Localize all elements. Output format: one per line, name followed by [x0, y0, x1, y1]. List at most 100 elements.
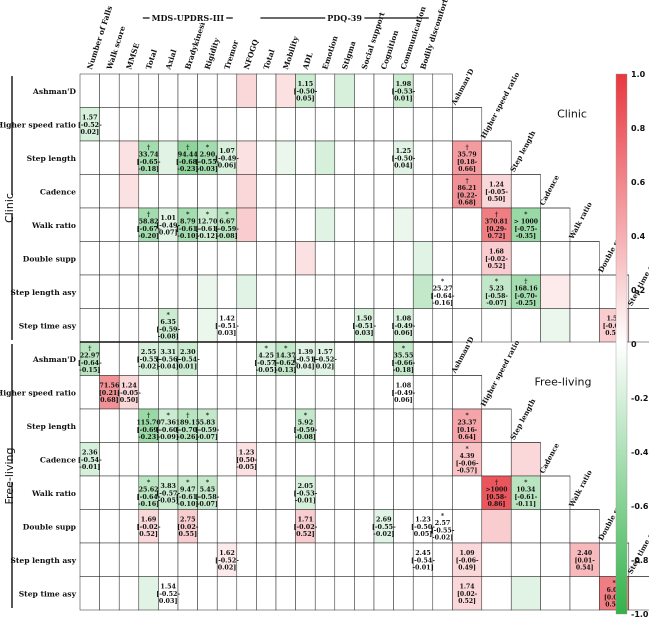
heatmap-cell — [295, 241, 316, 276]
heatmap-cell — [354, 375, 375, 410]
heatmap-cell — [354, 73, 375, 108]
cell-annotation: [-0.52- — [156, 590, 180, 598]
heatmap-cell — [177, 308, 198, 343]
cell-annotation: -0.03] — [197, 165, 218, 173]
cell-annotation: 0.05] — [414, 530, 433, 538]
cell-annotation: * — [265, 344, 269, 352]
heatmap-cell — [158, 274, 179, 309]
heatmap-cell — [393, 107, 414, 142]
cell-annotation: 0.03] — [218, 329, 237, 337]
cell-annotation: -0.01] — [79, 463, 100, 471]
cell-annotation: 0.50] — [120, 396, 139, 404]
cell-annotation: [-0.05- — [117, 389, 141, 397]
cell-annotation: [-0.51- — [293, 355, 317, 363]
cell-annotation: [-0.56- — [156, 355, 180, 363]
heatmap-cell — [236, 576, 257, 611]
column-label: Cognition — [379, 29, 400, 71]
heatmap-cell — [334, 207, 355, 242]
triangle-cell — [540, 241, 571, 276]
cell-annotation: 0.55] — [179, 530, 198, 538]
heatmap-cell — [138, 107, 159, 142]
heatmap-cell — [216, 241, 238, 276]
heatmap-cell — [334, 542, 355, 577]
heatmap-cell — [275, 576, 296, 611]
heatmap-cell — [138, 442, 159, 477]
cell-annotation: 1.98 — [396, 80, 412, 88]
cell-annotation: 1.23 — [239, 449, 255, 457]
triangle-annotation: * — [495, 278, 499, 285]
heatmap-cell — [334, 107, 355, 142]
triangle-cell — [540, 509, 571, 544]
cell-annotation: 2.45 — [415, 549, 431, 557]
triangle-annotation: 1.58 — [607, 316, 622, 323]
triangle-annotation: 1.74 — [460, 584, 475, 591]
cell-annotation: * — [167, 411, 171, 419]
cell-annotation: [-0.59- — [195, 426, 219, 434]
cell-annotation: 35.55 — [393, 352, 413, 360]
triangle-annotation: 1.68 — [489, 249, 504, 256]
heatmap-cell — [354, 140, 375, 175]
triangle-annotation: 0.66] — [458, 166, 476, 173]
triangle-annotation: * — [466, 446, 470, 453]
heatmap-cell — [158, 174, 179, 209]
heatmap-cell — [236, 475, 257, 510]
cell-annotation: -0.15] — [79, 366, 100, 374]
heatmap-cell — [373, 274, 394, 309]
cell-annotation: 22.97 — [80, 352, 100, 360]
heatmap-cell — [79, 375, 100, 410]
heatmap-cell — [373, 408, 394, 443]
cell-annotation: [-0.67- — [137, 225, 161, 233]
cell-annotation: 1.69 — [141, 516, 157, 524]
column-group-label: PDQ-39 — [327, 13, 362, 23]
cell-annotation: 1.71 — [298, 516, 314, 524]
heatmap-cell — [99, 107, 120, 142]
column-group-label-bg — [149, 13, 227, 23]
colorbar: 1.0 0.8 0.6 0.4 0.2 0 -0.2 -0.4 -0.6 -0.8 -1.0 — [615, 70, 649, 619]
row-label: Step length — [27, 422, 77, 431]
cell-annotation: -0.26] — [177, 433, 198, 441]
row-label: Step length — [27, 154, 77, 163]
heatmap-cell — [295, 308, 316, 343]
triangle-cell — [510, 174, 541, 209]
cell-annotation: * — [186, 210, 190, 218]
column-label: NFOGQ — [242, 38, 260, 71]
heatmap-cell — [216, 475, 238, 510]
heatmap-cell — [79, 408, 100, 443]
cell-annotation: 3.31 — [160, 348, 176, 356]
triangle-annotation: [0.02- — [457, 591, 478, 598]
column-label: Total — [144, 48, 159, 71]
triangle-annotation: 23.37 — [458, 420, 477, 427]
cell-annotation: 25.27 — [433, 285, 453, 293]
heatmap-cell — [216, 174, 238, 209]
heatmap-cell — [236, 174, 257, 209]
triangle-cell — [452, 375, 483, 410]
heatmap-cell — [216, 509, 238, 544]
triangle-cell — [510, 576, 541, 611]
column-group-label-bg — [325, 13, 365, 23]
heatmap-cell — [412, 73, 434, 108]
cell-annotation: [-0.55- — [137, 355, 161, 363]
heatmap-cell — [99, 542, 120, 577]
cell-annotation: -0.02] — [138, 362, 159, 370]
cell-annotation: * — [206, 143, 210, 151]
heatmap-cell — [256, 576, 277, 611]
triangle-annotation: † — [495, 211, 499, 218]
heatmap-cell — [138, 542, 159, 577]
heatmap-cell — [99, 308, 120, 343]
heatmap-cell — [138, 73, 159, 108]
heatmap-cell — [236, 308, 257, 343]
heatmap-cell — [373, 576, 394, 611]
row-label: Step length asy — [10, 556, 76, 565]
heatmap-cell — [79, 207, 100, 242]
heatmap-cell — [334, 140, 355, 175]
heatmap-cell — [334, 274, 355, 309]
heatmap-cell — [79, 274, 100, 309]
diagonal-label: Step length — [508, 397, 537, 441]
triangle-cell — [510, 509, 541, 544]
cell-annotation: [-0.52- — [215, 556, 239, 564]
heatmap-cell — [275, 140, 296, 175]
cell-annotation: 5.83 — [200, 419, 216, 427]
colorbar-tick-label: -1.0 — [631, 610, 649, 619]
heatmap-cell — [354, 542, 375, 577]
cell-annotation: [-0.49- — [215, 154, 239, 162]
